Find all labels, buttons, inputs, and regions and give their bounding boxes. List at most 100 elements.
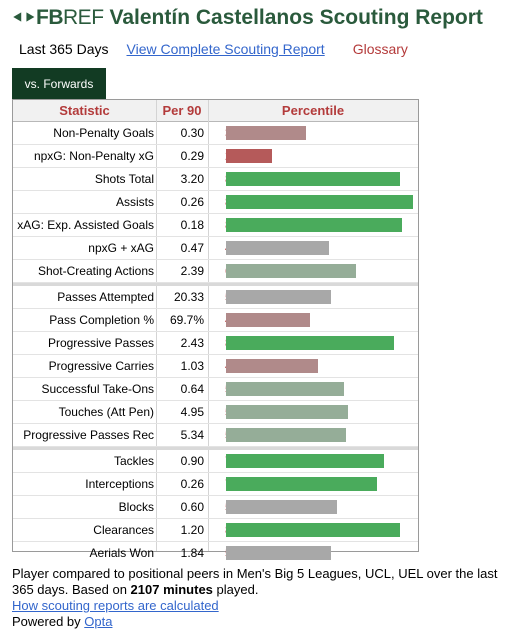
table-header: Statistic Per 90 Percentile xyxy=(13,100,418,122)
stat-name: Passes Attempted xyxy=(57,290,154,304)
per90-value: 0.26 xyxy=(180,195,204,209)
stat-name: npxG: Non-Penalty xG xyxy=(33,149,154,163)
stat-name: Shots Total xyxy=(94,172,154,186)
percentile-bar xyxy=(226,523,400,537)
group-divider xyxy=(13,283,418,286)
fbref-logo[interactable]: ⯇⯈ FB REF xyxy=(12,6,104,30)
table-row: Pass Completion %69.7%40 xyxy=(13,309,418,332)
group-divider xyxy=(13,447,418,450)
percentile-bar xyxy=(226,172,400,186)
stat-name: Tackles xyxy=(113,454,154,468)
percentile-bar xyxy=(226,241,329,255)
stat-name: Interceptions xyxy=(85,477,154,491)
page-title: Valentín Castellanos Scouting Report xyxy=(109,6,483,29)
per90-value: 4.95 xyxy=(180,405,204,419)
powered-by-label: Powered by xyxy=(12,614,85,629)
percentile-bar xyxy=(226,290,331,304)
stat-name: Shot-Creating Actions xyxy=(37,264,154,278)
per90-value: 0.29 xyxy=(180,149,204,163)
percentile-bar xyxy=(226,359,318,373)
per90-value: 0.30 xyxy=(180,126,204,140)
stat-name: xAG: Exp. Assisted Goals xyxy=(17,218,154,232)
per90-value: 0.26 xyxy=(180,477,204,491)
stat-name: Non-Penalty Goals xyxy=(53,126,154,140)
percentile-bar xyxy=(226,264,356,278)
percentile-bar xyxy=(226,500,337,514)
header-per90[interactable]: Per 90 xyxy=(162,103,202,118)
header-percentile[interactable]: Percentile xyxy=(281,103,345,118)
per90-value: 2.39 xyxy=(180,264,204,278)
stat-name: Pass Completion % xyxy=(49,313,154,327)
per90-value: 5.34 xyxy=(180,428,204,442)
stat-name: Assists xyxy=(115,195,154,209)
stat-name: Progressive Carries xyxy=(48,359,154,373)
percentile-bar xyxy=(226,336,394,350)
stat-name: Aerials Won xyxy=(89,546,154,560)
per90-value: 0.18 xyxy=(180,218,204,232)
header-statistic[interactable]: Statistic xyxy=(59,103,110,118)
per90-value: 0.64 xyxy=(180,382,204,396)
per90-value: 3.20 xyxy=(180,172,204,186)
per90-value: 1.03 xyxy=(180,359,204,373)
table-row: Touches (Att Pen)4.9558 xyxy=(13,401,418,424)
stat-name: Touches (Att Pen) xyxy=(58,405,154,419)
percentile-bar xyxy=(226,382,344,396)
per90-value: 1.84 xyxy=(180,546,204,560)
per90-value: 0.90 xyxy=(180,454,204,468)
stat-name: Clearances xyxy=(93,523,154,537)
stat-name: Blocks xyxy=(118,500,154,514)
tab-vs-forwards[interactable]: vs. Forwards xyxy=(12,68,106,99)
percentile-bar xyxy=(226,149,272,163)
percentile-bar xyxy=(226,313,310,327)
complete-report-link[interactable]: View Complete Scouting Report xyxy=(126,41,325,57)
percentile-bar xyxy=(226,195,413,209)
percentile-bar xyxy=(226,405,348,419)
percentile-bar xyxy=(226,477,377,491)
per90-value: 69.7% xyxy=(169,313,204,327)
glossary-link[interactable]: Glossary xyxy=(352,41,408,57)
per90-value: 20.33 xyxy=(173,290,204,304)
how-calculated-link[interactable]: How scouting reports are calculated xyxy=(12,598,219,613)
stat-name: Successful Take-Ons xyxy=(41,382,155,396)
column-divider xyxy=(208,100,209,551)
report-subnav: Last 365 Days View Complete Scouting Rep… xyxy=(19,41,408,57)
percentile-bar xyxy=(226,428,346,442)
percentile-bar xyxy=(226,218,402,232)
percentile-bar xyxy=(226,126,306,140)
stat-name: Progressive Passes Rec xyxy=(23,428,154,442)
per90-value: 0.47 xyxy=(180,241,204,255)
scouting-table: Statistic Per 90 Percentile Non-Penalty … xyxy=(12,99,419,560)
per90-value: 2.43 xyxy=(180,336,204,350)
percentile-bar xyxy=(226,454,384,468)
footer-note-text-a: Player compared to positional peers in M… xyxy=(12,566,498,597)
logo-ref-text: REF xyxy=(63,6,104,29)
footer-note: Player compared to positional peers in M… xyxy=(12,566,508,598)
opta-link[interactable]: Opta xyxy=(84,614,113,629)
column-divider xyxy=(156,100,157,551)
percentile-bar xyxy=(226,546,331,560)
logo-fb-text: FB xyxy=(36,6,64,29)
stat-name: npxG + xAG xyxy=(88,241,154,255)
per90-value: 1.20 xyxy=(180,523,204,537)
stat-name: Progressive Passes xyxy=(47,336,154,350)
table-row: npxG: Non-Penalty xG0.2922 xyxy=(13,145,418,168)
page-header: ⯇⯈ FB REF Valentín Castellanos Scouting R… xyxy=(12,6,483,30)
per90-value: 0.60 xyxy=(180,500,204,514)
report-footer: Player compared to positional peers in M… xyxy=(12,566,508,630)
